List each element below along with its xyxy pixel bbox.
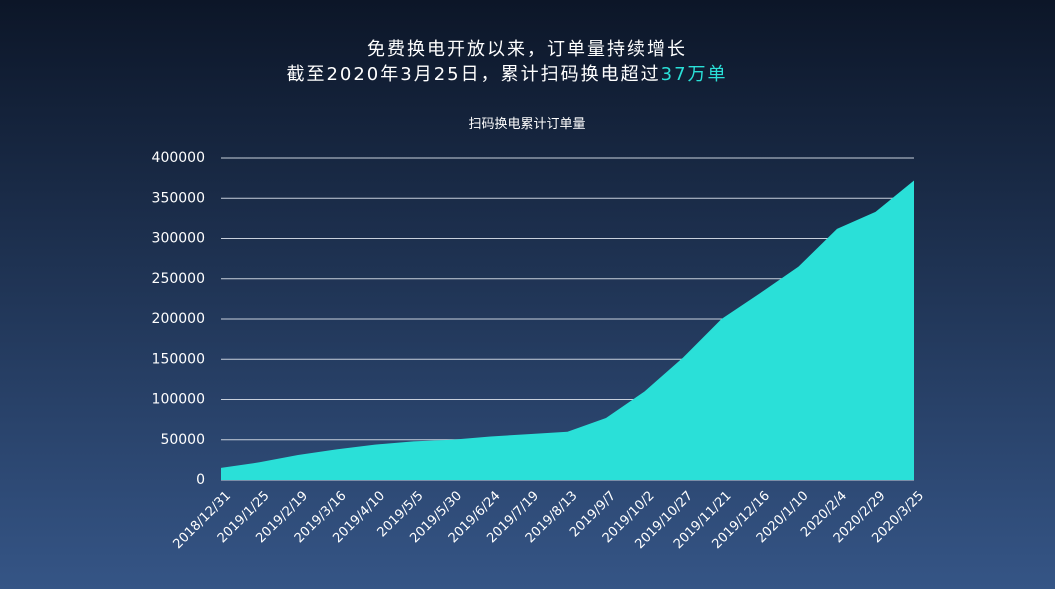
y-tick-label: 50000	[160, 432, 205, 448]
y-tick-label: 350000	[152, 190, 205, 206]
y-tick-label: 300000	[152, 231, 205, 247]
y-tick-label: 200000	[152, 311, 205, 327]
subtitle: 截至2020年3月25日，累计扫码换电超过	[286, 64, 660, 85]
y-tick-label: 100000	[152, 392, 205, 408]
series-title: 扫码换电累计订单量	[468, 117, 585, 132]
y-tick-label: 0	[196, 472, 205, 488]
y-tick-label: 400000	[152, 150, 205, 166]
y-tick-label: 250000	[152, 271, 205, 287]
chart-title: 免费换电开放以来，订单量持续增长	[367, 39, 687, 60]
y-tick-label: 150000	[152, 351, 205, 367]
area	[221, 180, 914, 481]
highlight: 37万单	[661, 64, 728, 85]
headline: 截至2020年3月25日，累计扫码换电超过37万单	[286, 64, 727, 85]
